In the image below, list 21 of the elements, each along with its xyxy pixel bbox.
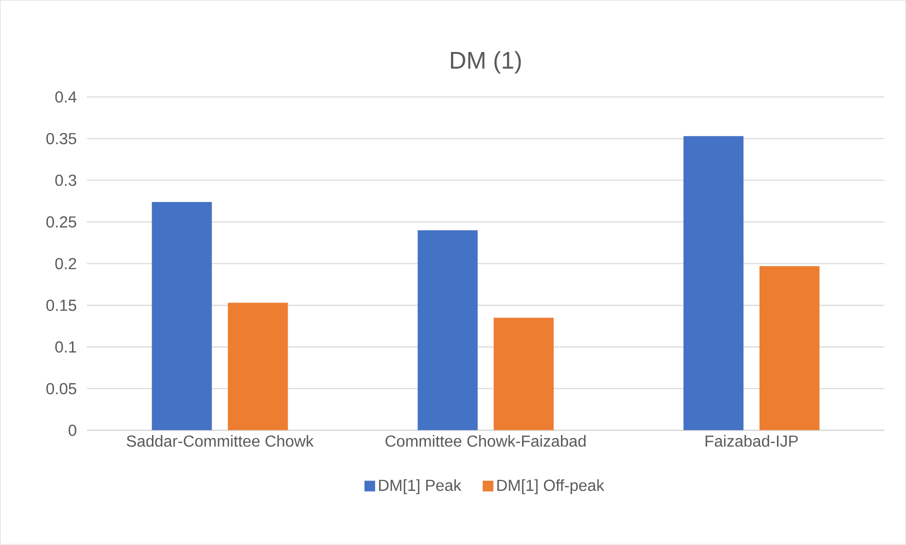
y-tick-label: 0.35 [46,133,76,144]
y-tick-label: 0.2 [55,258,76,270]
bar [683,136,744,431]
legend-label: DM[1] Peak [379,479,462,494]
bar [152,202,212,431]
y-tick-label: 0.15 [46,300,76,312]
y-tick-label: 0.3 [55,174,76,186]
bar [494,318,554,431]
y-tick-label: 0.05 [46,383,76,394]
chart-title: DM (1) [450,51,521,74]
x-tick-label: Faizabad-IJP [706,435,798,447]
y-tick-label: 0.25 [46,216,76,228]
bar [759,266,820,431]
x-tick-label: Saddar-Committee Chowk [126,435,314,447]
legend-label: DM[1] Off-peak [497,479,604,494]
bar [228,303,288,431]
bar [418,230,478,431]
x-tick-label: Committee Chowk-Faizabad [386,435,586,447]
y-tick-label: 0.1 [55,342,76,353]
y-tick-label: 0.4 [55,91,76,103]
y-tick-label: 0 [68,424,76,436]
